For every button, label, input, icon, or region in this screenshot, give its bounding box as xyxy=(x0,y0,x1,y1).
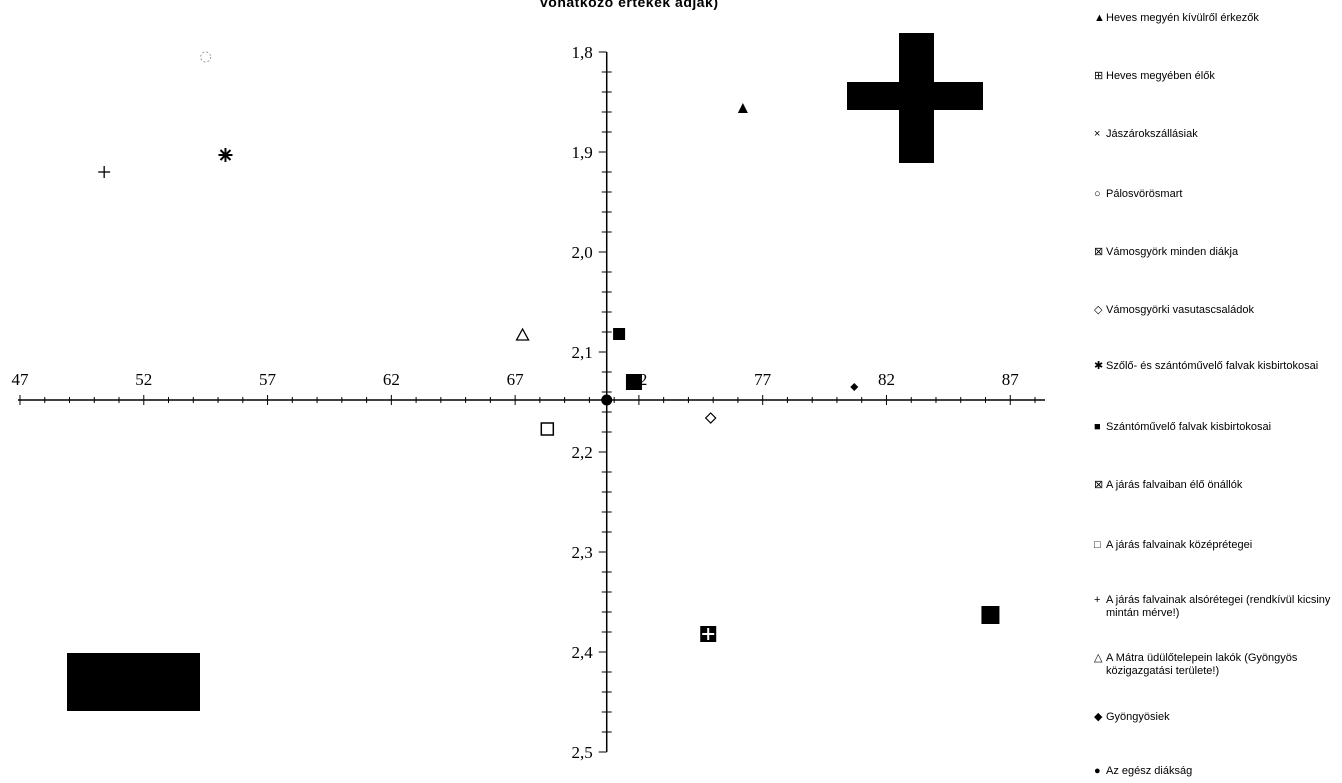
data-point xyxy=(737,103,748,113)
legend-label: Gyöngyösiek xyxy=(1106,711,1170,723)
x-tick-label: 62 xyxy=(383,370,400,389)
legend-item: + A járás falvainak alsórétegei (rendkívü… xyxy=(1094,594,1340,620)
redaction-block-bottom-left xyxy=(67,653,200,711)
x-tick-label: 57 xyxy=(259,370,277,389)
y-tick-label: 2,1 xyxy=(571,343,592,362)
x-tick-label: 87 xyxy=(1002,370,1020,389)
data-point xyxy=(704,412,717,424)
legend-symbol: ⊠ xyxy=(1094,246,1104,258)
y-tick-label: 2,3 xyxy=(571,543,592,562)
legend-item: ⊞ Heves megyében élők xyxy=(1094,70,1340,83)
legend-symbol: + xyxy=(1094,594,1101,606)
data-point xyxy=(601,394,613,406)
scatter-chart: 4752576267727782871,81,92,02,12,22,32,42… xyxy=(12,43,1045,762)
legend-item: ● Az egész diákság xyxy=(1094,765,1340,778)
redaction-block-cross-horizontal xyxy=(847,82,983,110)
legend-item: ⊠ A járás falvaiban élő önállók xyxy=(1094,479,1340,492)
legend-symbol: ○ xyxy=(1094,188,1101,200)
legend-item: ▲Heves megyén kívülről érkezők xyxy=(1094,12,1340,25)
y-tick-label: 1,8 xyxy=(571,43,592,62)
legend-item: □ A járás falvainak középrétegei xyxy=(1094,539,1340,552)
legend-item: × Jászárokszállásiak xyxy=(1094,128,1340,141)
legend-symbol: ⊞ xyxy=(1094,70,1104,82)
data-point xyxy=(625,374,642,390)
data-point xyxy=(850,383,859,391)
legend-label: A járás falvainak középrétegei xyxy=(1106,539,1253,551)
x-tick-label: 77 xyxy=(754,370,772,389)
legend-symbol: ◇ xyxy=(1094,304,1103,316)
data-point xyxy=(540,422,555,436)
legend-item: ■ Szántóművelő falvak kisbirtokosai xyxy=(1094,421,1340,434)
legend-symbol: ✱ xyxy=(1094,360,1104,372)
y-tick-label: 1,9 xyxy=(571,143,592,162)
x-tick-label: 67 xyxy=(507,370,525,389)
legend-label: Heves megyében élők xyxy=(1106,70,1215,82)
data-point xyxy=(613,328,626,340)
legend-item: ○ Pálosvörösmart xyxy=(1094,188,1340,201)
legend-item: ◇ Vámosgyörki vasutascsaládok xyxy=(1094,304,1340,317)
data-point xyxy=(981,606,1000,624)
y-tick-label: 2,0 xyxy=(571,243,592,262)
x-tick-label: 52 xyxy=(135,370,152,389)
legend-label: Vámosgyörk minden diákja xyxy=(1106,246,1239,258)
legend-label: Jászárokszállásiak xyxy=(1106,128,1198,140)
legend-label: A járás falvaiban élő önállók xyxy=(1106,479,1243,491)
chart-title-fragment: vonatkozó értékek adják) xyxy=(540,0,719,10)
legend-item: ✱ Szőlő- és szántóművelő falvak kisbirtok… xyxy=(1094,360,1340,373)
legend-label: Szántóművelő falvak kisbirtokosai xyxy=(1106,421,1272,433)
legend-symbol: ◆ xyxy=(1094,711,1103,723)
legend-symbol: × xyxy=(1094,128,1101,140)
legend-label: A Mátra üdülőtelepein lakók (Gyöngyös kö… xyxy=(1106,652,1298,677)
legend-symbol: ● xyxy=(1094,765,1101,777)
legend-item: △ A Mátra üdülőtelepein lakók (Gyöngyös k… xyxy=(1094,652,1340,678)
x-tick-label: 47 xyxy=(12,370,30,389)
legend-symbol: ⊠ xyxy=(1094,479,1104,491)
legend-label: Az egész diákság xyxy=(1106,765,1193,777)
legend-label: Szőlő- és szántóművelő falvak kisbirtoko… xyxy=(1106,360,1319,372)
legend-symbol: ▲ xyxy=(1094,12,1105,24)
legend-item: ◆ Gyöngyösiek xyxy=(1094,711,1340,724)
legend-symbol: ■ xyxy=(1094,421,1101,433)
data-point xyxy=(515,327,530,341)
y-tick-label: 2,5 xyxy=(571,743,592,762)
y-tick-label: 2,4 xyxy=(571,643,593,662)
data-point xyxy=(200,51,212,63)
data-point xyxy=(219,149,232,161)
legend-label: Heves megyén kívülről érkezők xyxy=(1106,12,1259,24)
legend-symbol: □ xyxy=(1094,539,1101,551)
y-tick-label: 2,2 xyxy=(571,443,592,462)
x-tick-label: 82 xyxy=(878,370,895,389)
legend-label: A járás falvainak alsórétegei (rendkívül… xyxy=(1106,594,1331,619)
legend-item: ⊠ Vámosgyörk minden diákja xyxy=(1094,246,1340,259)
legend-label: Vámosgyörki vasutascsaládok xyxy=(1106,304,1254,316)
legend-symbol: △ xyxy=(1094,652,1103,664)
legend-label: Pálosvörösmart xyxy=(1106,188,1183,200)
